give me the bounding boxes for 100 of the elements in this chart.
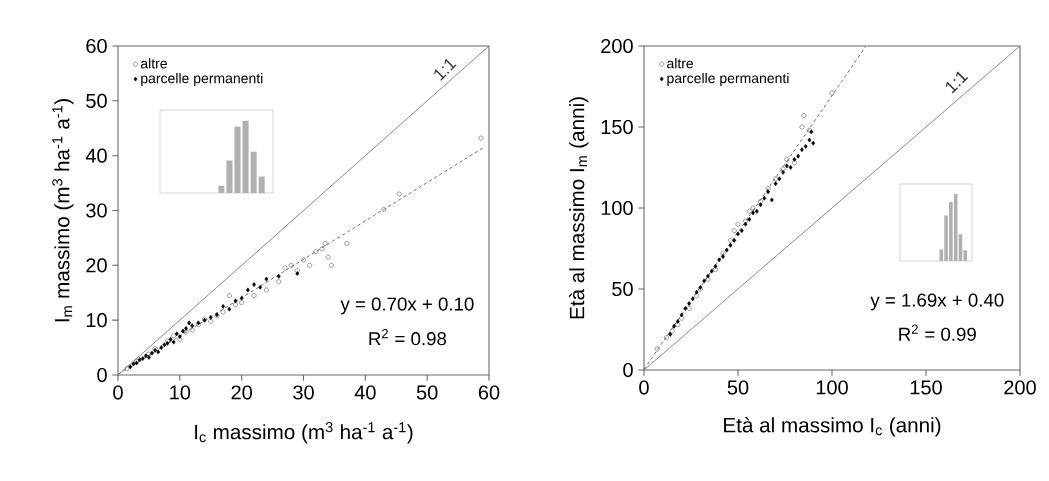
point (694, 289, 699, 295)
point (325, 254, 331, 260)
point (322, 240, 328, 246)
y-tick-label: 50 (86, 93, 107, 108)
y-tick-label: 200 (601, 38, 633, 54)
point (796, 153, 801, 159)
point (799, 124, 805, 130)
x-tick-label: 50 (416, 385, 438, 400)
annotation: 1:1 (434, 58, 457, 81)
point (687, 301, 691, 306)
point (264, 287, 269, 293)
point (765, 186, 771, 191)
point (381, 206, 387, 212)
point (171, 339, 176, 345)
point (221, 304, 225, 309)
x-tick-label: 30 (293, 385, 314, 400)
point (709, 268, 714, 274)
point (785, 163, 789, 169)
legend-label: parcelle permanenti (667, 72, 789, 86)
point (800, 147, 804, 153)
x-tick-label: 20 (231, 385, 252, 400)
point (319, 246, 325, 252)
y-tick-label: 150 (601, 119, 633, 135)
y-tick-label: 0 (623, 362, 633, 378)
point (227, 306, 232, 312)
point (758, 199, 763, 204)
point (691, 296, 695, 302)
legend-label: altre (140, 58, 167, 69)
point (245, 287, 250, 293)
point (829, 90, 835, 96)
point (801, 113, 807, 119)
legend-label: parcelle permanenti (141, 72, 263, 87)
point (140, 356, 145, 361)
point (128, 364, 133, 370)
point (713, 267, 718, 272)
point (147, 355, 151, 360)
x-tick-label: 60 (478, 385, 500, 400)
point (773, 181, 778, 187)
x-tick-label: 10 (170, 385, 191, 400)
point (721, 254, 725, 259)
point (713, 263, 718, 269)
text: I$_{c}$ massimo (m$^{3}$ ha$^{-1}$ a$^{-1}$) (195, 422, 413, 444)
point (252, 282, 256, 287)
point (313, 249, 319, 255)
point (720, 250, 726, 256)
point (675, 318, 680, 324)
point (739, 228, 744, 234)
point (189, 327, 195, 333)
point (124, 366, 130, 371)
y-tick-label: 60 (86, 38, 107, 54)
point (675, 322, 681, 328)
y-tick-label: 50 (612, 281, 633, 297)
point (694, 293, 700, 298)
point (301, 257, 306, 263)
point (344, 240, 350, 246)
point (735, 221, 741, 227)
point (803, 144, 808, 149)
point (732, 237, 737, 243)
point (664, 335, 669, 340)
y-tick-label: 100 (601, 200, 633, 216)
point (251, 293, 257, 298)
x-axis-title: Età al massimo I$_{c}$ (anni) (724, 417, 941, 437)
point (728, 242, 733, 248)
point (190, 323, 195, 329)
point (769, 197, 774, 203)
point (762, 195, 767, 201)
point (686, 306, 692, 311)
point (328, 262, 334, 268)
x-tick-label: 100 (816, 380, 848, 395)
y-axis-title: Età al massimo I$_{m}$ (anni) (568, 97, 589, 319)
point (264, 276, 269, 282)
point (156, 349, 161, 355)
y-tick-label: 40 (85, 148, 107, 163)
annotation: y = 0.70x + 0.10 (340, 297, 474, 315)
point (750, 205, 756, 211)
x-tick-label: 200 (1004, 380, 1036, 395)
point (792, 156, 797, 162)
x-tick-label: 0 (639, 380, 649, 395)
point (288, 262, 294, 268)
y-tick-label: 20 (86, 258, 107, 273)
point (811, 140, 816, 146)
point (143, 353, 148, 359)
point (162, 342, 167, 348)
y-tick-label: 10 (86, 313, 107, 328)
point (239, 300, 245, 306)
point (183, 329, 189, 335)
y-tick-label: 30 (86, 203, 107, 218)
legend-label: altre (667, 58, 694, 69)
annotation: y = 1.69x + 0.40 (870, 293, 1004, 311)
point (746, 208, 752, 214)
annotation: 1:1 (945, 71, 969, 94)
point (208, 318, 214, 324)
point (276, 279, 282, 285)
y-tick-label: 0 (97, 367, 107, 383)
point (773, 176, 778, 182)
x-tick-label: 50 (727, 380, 749, 395)
point (239, 295, 244, 301)
point (282, 265, 288, 271)
point (146, 351, 152, 357)
x-tick-label: 0 (113, 385, 123, 400)
